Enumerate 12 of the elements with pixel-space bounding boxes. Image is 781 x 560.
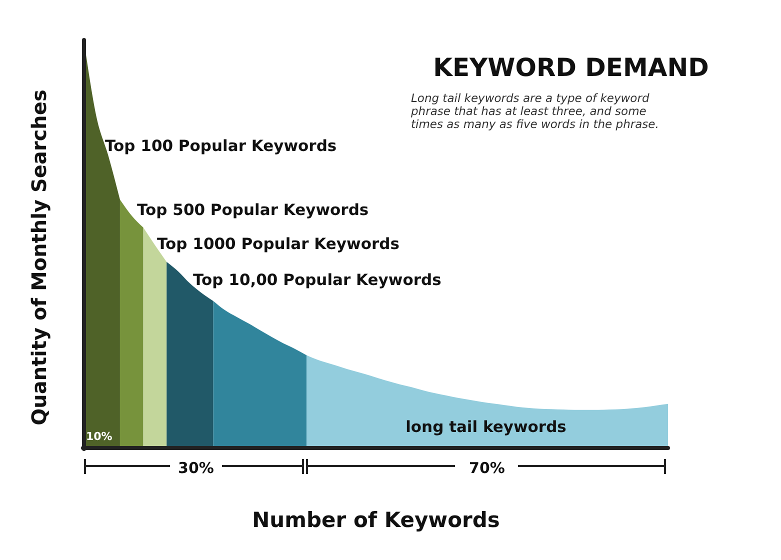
series-label: Top 100 Popular Keywords	[105, 137, 337, 155]
text: 70%	[469, 459, 505, 477]
text: 30%	[178, 459, 214, 477]
text: Long tail keywords are a type of keyword phrase that has at least three, and some times as many as five words in the phrase.	[410, 91, 659, 131]
series-label: Top 1000 Popular Keywords	[157, 235, 400, 253]
x-axis-title: Number of Keywords	[252, 508, 500, 532]
series-label: Top 10,00 Popular Keywords	[193, 271, 442, 289]
series-label: Top 500 Popular Keywords	[137, 201, 369, 219]
y-axis-title: Quantity of Monthly Searches	[27, 90, 51, 426]
series-label: long tail keywords	[406, 418, 566, 436]
annotation: 10%	[86, 430, 112, 443]
chart-title: KEYWORD DEMAND	[433, 53, 709, 82]
